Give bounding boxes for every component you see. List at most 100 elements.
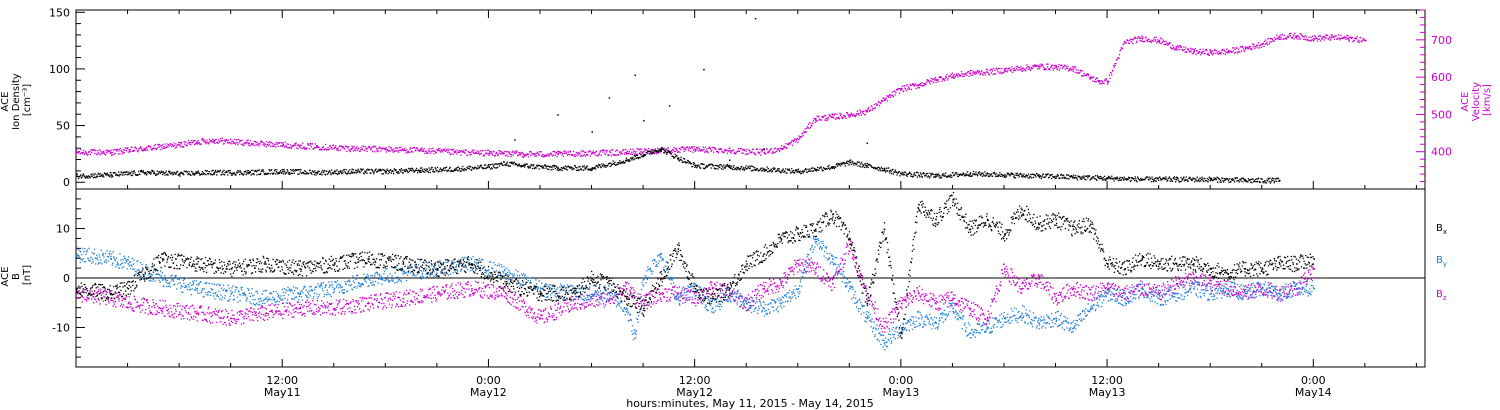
velocity-point: [1085, 74, 1087, 77]
density-point: [1011, 172, 1014, 175]
bz-point: [154, 313, 156, 316]
velocity-point: [999, 68, 1001, 70]
velocity-point: [484, 149, 486, 152]
density-point: [1087, 177, 1089, 179]
density-point: [487, 165, 489, 167]
density-point: [1094, 175, 1097, 177]
density-point: [179, 173, 181, 175]
velocity-point: [620, 151, 622, 153]
density-point: [105, 173, 107, 175]
velocity-point: [144, 148, 147, 150]
velocity-point: [678, 147, 680, 150]
velocity-point: [960, 74, 962, 76]
density-point: [251, 169, 253, 171]
velocity-point: [456, 149, 458, 151]
velocity-point: [688, 150, 690, 152]
velocity-point: [797, 141, 799, 144]
velocity-point: [281, 142, 283, 144]
density-point: [192, 173, 194, 175]
velocity-point: [418, 149, 420, 151]
density-point: [684, 161, 686, 163]
bz-point: [82, 291, 84, 293]
velocity-point: [654, 148, 656, 150]
density-point: [500, 162, 502, 164]
velocity-point: [450, 148, 452, 151]
velocity-point: [818, 115, 820, 117]
bz-point: [379, 294, 381, 296]
velocity-point: [441, 151, 443, 153]
density-point: [151, 169, 153, 172]
bz-point: [353, 312, 355, 314]
bz-point: [141, 298, 143, 301]
density-point: [1038, 175, 1040, 177]
bz-point: [95, 298, 97, 301]
velocity-point: [1004, 68, 1006, 70]
density-point: [91, 175, 93, 177]
velocity-point: [1131, 38, 1133, 41]
density-point: [1002, 174, 1005, 177]
density-point: [555, 165, 557, 167]
density-point: [669, 152, 671, 154]
density-point: [492, 165, 495, 167]
velocity-point: [310, 146, 312, 148]
velocity-point: [450, 153, 452, 155]
velocity-point: [1322, 36, 1325, 38]
velocity-point: [139, 147, 141, 149]
velocity-point: [463, 151, 466, 153]
density-point: [976, 174, 978, 176]
velocity-point: [791, 144, 793, 146]
velocity-point: [817, 120, 819, 122]
density-point: [425, 168, 427, 170]
bz-point: [132, 307, 134, 309]
density-point: [767, 168, 769, 170]
velocity-point: [1325, 34, 1327, 36]
velocity-point: [1022, 67, 1024, 69]
density-point: [410, 167, 412, 170]
bz-point: [84, 289, 87, 291]
velocity-point: [399, 149, 401, 151]
velocity-point: [301, 148, 303, 150]
velocity-point: [495, 151, 498, 154]
velocity-point: [806, 126, 809, 128]
velocity-point: [1058, 63, 1060, 66]
density-point: [981, 175, 984, 177]
velocity-point: [290, 144, 292, 146]
density-point: [212, 169, 214, 171]
density-point: [279, 170, 282, 172]
density-point: [1134, 179, 1136, 182]
density-point: [196, 172, 199, 174]
velocity-point: [434, 150, 436, 152]
density-point: [657, 150, 659, 152]
density-point: [866, 142, 868, 145]
density-point: [722, 168, 724, 170]
bz-point: [254, 314, 256, 316]
density-point: [777, 167, 779, 170]
density-point: [898, 171, 901, 173]
bz-point: [284, 310, 287, 313]
velocity-point: [326, 148, 329, 151]
density-point: [927, 175, 929, 177]
density-point: [312, 170, 314, 173]
bz-point: [332, 314, 334, 316]
velocity-point: [184, 141, 187, 143]
density-point: [636, 157, 638, 159]
density-point: [1001, 175, 1003, 177]
density-point: [266, 173, 268, 175]
bz-point: [222, 323, 224, 325]
bz-point: [234, 319, 236, 321]
density-point: [441, 169, 443, 171]
velocity-point: [534, 154, 537, 156]
bz-point: [381, 302, 383, 305]
density-point: [556, 166, 558, 168]
velocity-point: [77, 152, 80, 154]
velocity-point: [415, 147, 418, 149]
density-point: [1199, 177, 1201, 179]
bz-point: [392, 299, 394, 302]
velocity-point: [611, 149, 614, 151]
bz-point: [85, 298, 87, 301]
velocity-point: [632, 148, 634, 150]
density-point: [1184, 178, 1186, 180]
bz-point: [283, 306, 286, 308]
velocity-point: [1114, 65, 1116, 67]
bz-point: [336, 304, 339, 306]
